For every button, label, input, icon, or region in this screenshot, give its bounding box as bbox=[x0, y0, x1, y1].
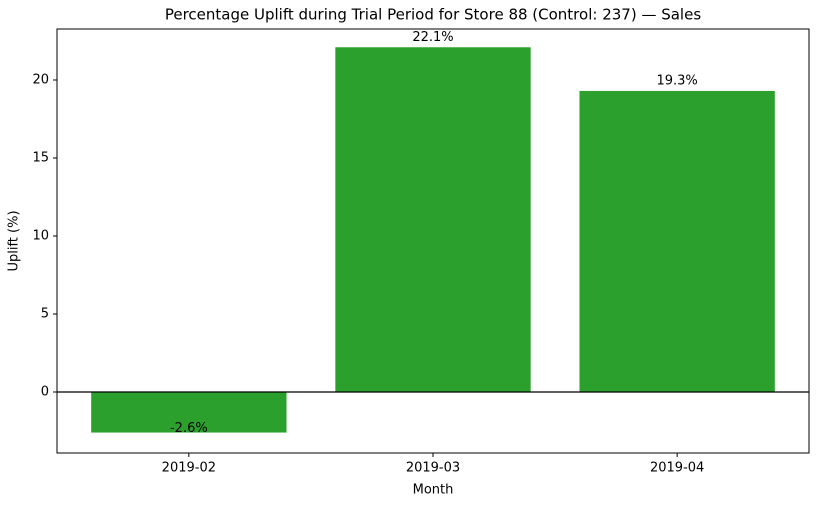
value-label: 19.3% bbox=[656, 73, 697, 88]
value-label: 22.1% bbox=[412, 30, 453, 45]
x-tick-label: 2019-02 bbox=[162, 461, 216, 476]
y-tick-label: 20 bbox=[32, 73, 49, 88]
x-axis-label: Month bbox=[413, 483, 454, 498]
y-tick-label: 5 bbox=[41, 307, 49, 322]
x-tick-label: 2019-04 bbox=[650, 461, 704, 476]
x-tick-label: 2019-03 bbox=[406, 461, 460, 476]
bar bbox=[91, 392, 287, 433]
y-axis-label: Uplift (%) bbox=[7, 210, 22, 271]
value-label: -2.6% bbox=[170, 421, 208, 436]
bar bbox=[579, 90, 775, 393]
chart-title: Percentage Uplift during Trial Period fo… bbox=[165, 6, 701, 24]
bar bbox=[335, 47, 531, 393]
y-tick-label: 10 bbox=[32, 229, 49, 244]
plot-frame bbox=[56, 28, 810, 454]
y-tick-label: 15 bbox=[32, 151, 49, 166]
y-tick-label: 0 bbox=[41, 385, 49, 400]
